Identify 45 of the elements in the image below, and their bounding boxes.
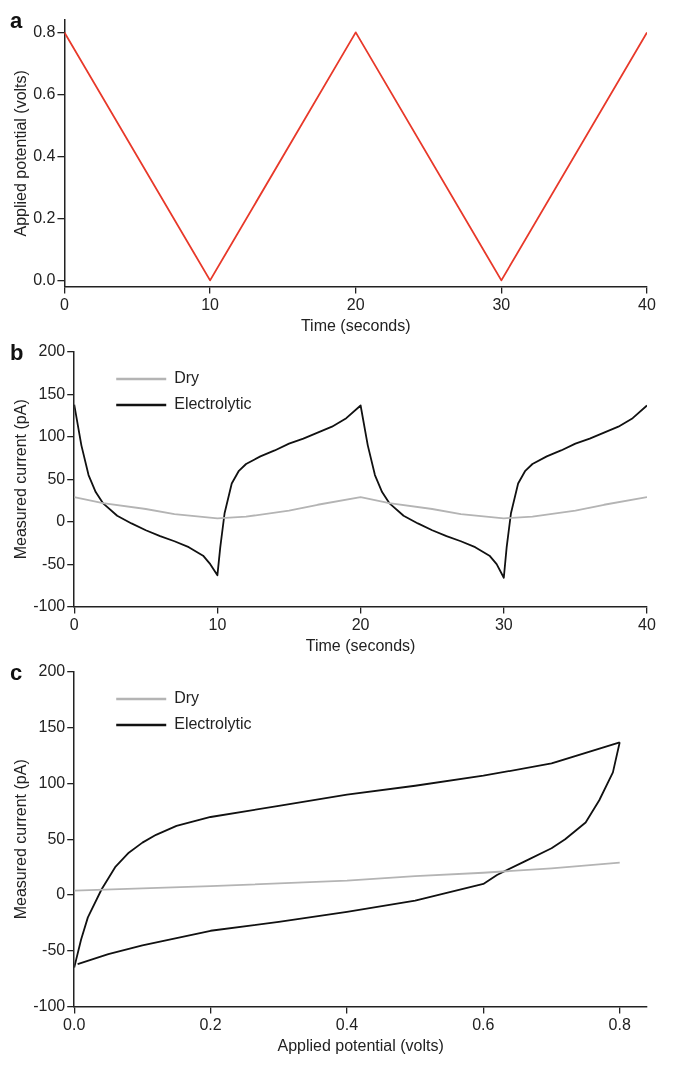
- y-tick-label: -50: [42, 941, 66, 959]
- x-tick-label: 40: [638, 295, 656, 313]
- y-tick-label: 50: [47, 829, 66, 847]
- x-axis-title: Time (seconds): [300, 316, 411, 334]
- x-tick-label: 0.6: [472, 1015, 495, 1033]
- y-tick-label: -100: [33, 997, 66, 1015]
- y-axis-title: Measured current (pA): [12, 759, 30, 920]
- y-axis-title: Applied potential (volts): [12, 70, 30, 237]
- x-axis-title: Applied potential (volts): [277, 1036, 444, 1054]
- x-tick-label: 30: [494, 615, 513, 633]
- chart-title: b: [10, 340, 24, 366]
- legend-label: Electrolytic: [174, 395, 252, 413]
- chart-title: c: [10, 660, 23, 686]
- x-tick-label: 10: [208, 615, 227, 633]
- y-tick-label: 0.8: [33, 22, 56, 40]
- y-tick-label: 150: [38, 384, 66, 402]
- y-tick-label: 0.6: [33, 84, 56, 102]
- y-tick-label: 100: [38, 427, 66, 445]
- y-tick-label: 0: [56, 512, 66, 530]
- x-tick-label: 0.2: [199, 1015, 222, 1033]
- x-tick-label: 0: [69, 615, 79, 633]
- legend-label: Dry: [174, 369, 200, 387]
- y-tick-label: 200: [38, 342, 66, 360]
- chart-title: a: [10, 8, 23, 34]
- x-tick-label: 0.4: [335, 1015, 359, 1033]
- y-tick-label: -100: [33, 597, 66, 615]
- y-tick-label: 0.4: [33, 146, 56, 164]
- y-tick-label: 0: [56, 885, 66, 903]
- y-tick-label: 50: [47, 469, 66, 487]
- x-tick-label: 20: [351, 615, 370, 633]
- x-tick-label: 10: [201, 295, 220, 313]
- y-tick-label: 0.2: [33, 208, 56, 226]
- x-tick-label: 30: [492, 295, 511, 313]
- y-axis-title: Measured current (pA): [12, 399, 30, 560]
- y-tick-label: 100: [38, 773, 66, 791]
- y-tick-label: -50: [42, 554, 66, 572]
- x-tick-label: 40: [638, 615, 656, 633]
- legend-label: Electrolytic: [174, 715, 252, 733]
- legend-label: Dry: [174, 689, 200, 707]
- y-tick-label: 150: [38, 718, 66, 736]
- x-tick-label: 20: [346, 295, 365, 313]
- y-tick-label: 200: [38, 662, 66, 680]
- y-tick-label: 0.0: [33, 270, 56, 288]
- x-tick-label: 0.8: [608, 1015, 631, 1033]
- x-axis-title: Time (seconds): [305, 636, 416, 654]
